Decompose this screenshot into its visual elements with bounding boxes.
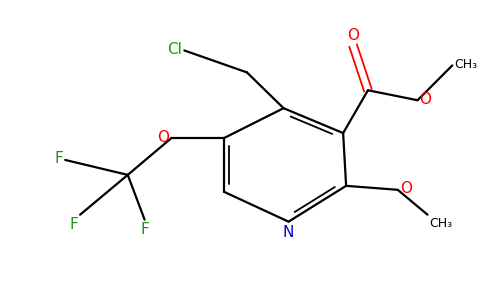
Text: CH₃: CH₃ xyxy=(454,58,477,71)
Text: CH₃: CH₃ xyxy=(429,217,453,230)
Text: F: F xyxy=(55,152,63,166)
Text: N: N xyxy=(283,225,294,240)
Text: O: O xyxy=(400,181,412,196)
Text: Cl: Cl xyxy=(167,42,182,57)
Text: F: F xyxy=(140,222,149,237)
Text: O: O xyxy=(420,92,432,107)
Text: O: O xyxy=(157,130,169,145)
Text: F: F xyxy=(69,217,78,232)
Text: O: O xyxy=(347,28,359,44)
